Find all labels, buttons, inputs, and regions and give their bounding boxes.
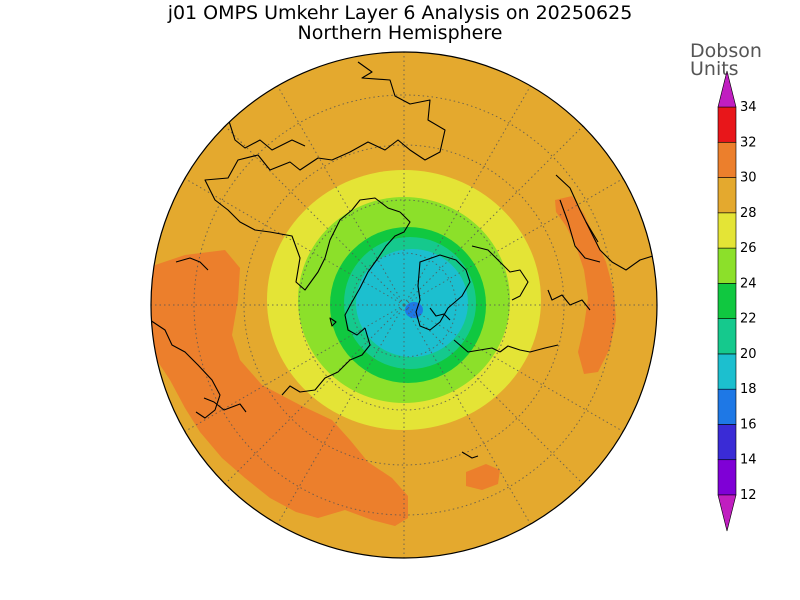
units-label-line1: Dobson <box>690 40 762 62</box>
colorbar-tick-label: 24 <box>740 276 757 291</box>
colorbar-tick-label: 28 <box>740 206 757 221</box>
colorbar-bin <box>717 459 737 496</box>
colorbar-bin <box>717 212 737 249</box>
colorbar-bin <box>717 388 737 425</box>
colorbar-tick-label: 34 <box>740 100 757 115</box>
coastlines <box>151 61 657 459</box>
map-boundary <box>150 51 658 559</box>
colorbar-bin <box>717 318 737 355</box>
colorbar-bin <box>717 177 737 214</box>
colorbar-tick-label: 20 <box>740 347 757 362</box>
colorbar-under-triangle <box>717 494 737 532</box>
map-subtitle: Northern Hemisphere <box>297 22 503 44</box>
colorbar-bin <box>717 141 737 178</box>
colorbar-tick-label: 14 <box>740 453 757 468</box>
colorbar-bin <box>717 353 737 390</box>
colorbar-bin <box>717 283 737 319</box>
colorbar-tick-label: 18 <box>740 382 757 397</box>
colorbar-over-triangle <box>717 70 737 108</box>
colorbar-tick-label: 30 <box>740 171 757 186</box>
colorbar-bin <box>717 106 737 143</box>
colorbar-tick-label: 12 <box>740 488 757 503</box>
field-30-32-east <box>555 196 616 374</box>
colorbar-bin <box>717 424 737 461</box>
colorbar-tick-label: 16 <box>740 417 757 432</box>
field-30-32-pacific <box>151 250 408 526</box>
colorbar-tick-label: 26 <box>740 241 757 256</box>
graticule <box>151 52 657 558</box>
colorbar-tick-label: 32 <box>740 135 757 150</box>
colorbar-tick-label: 22 <box>740 312 757 327</box>
map-title: j01 OMPS Umkehr Layer 6 Analysis on 2025… <box>167 2 633 24</box>
colorbar-bin <box>717 247 737 284</box>
field-30-32-small <box>466 464 500 490</box>
